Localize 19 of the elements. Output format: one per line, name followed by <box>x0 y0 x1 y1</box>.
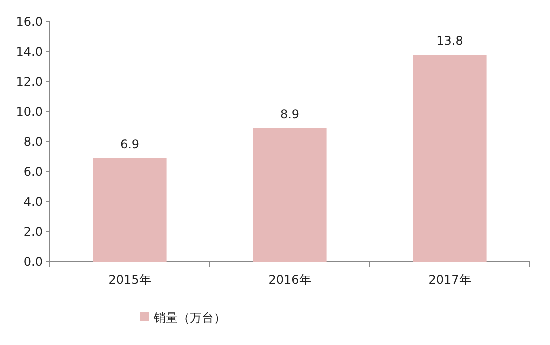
bar <box>253 128 327 262</box>
legend-label: 销量（万台） <box>153 311 226 325</box>
bar <box>93 158 167 262</box>
bar <box>413 55 487 262</box>
y-tick-label: 4.0 <box>24 195 43 209</box>
data-label: 8.9 <box>280 108 300 122</box>
y-tick-label: 8.0 <box>24 135 43 149</box>
y-tick-label: 14.0 <box>16 45 43 59</box>
x-tick-label: 2017年 <box>428 273 472 287</box>
y-tick-label: 10.0 <box>16 105 43 119</box>
y-tick-label: 16.0 <box>16 15 43 29</box>
data-label: 6.9 <box>120 138 140 152</box>
data-label: 13.8 <box>436 34 464 48</box>
y-tick-label: 2.0 <box>24 225 43 239</box>
y-tick-label: 12.0 <box>16 75 43 89</box>
y-tick-label: 6.0 <box>24 165 43 179</box>
x-tick-label: 2015年 <box>108 273 152 287</box>
y-tick-label: 0.0 <box>24 255 43 269</box>
x-tick-label: 2016年 <box>268 273 312 287</box>
